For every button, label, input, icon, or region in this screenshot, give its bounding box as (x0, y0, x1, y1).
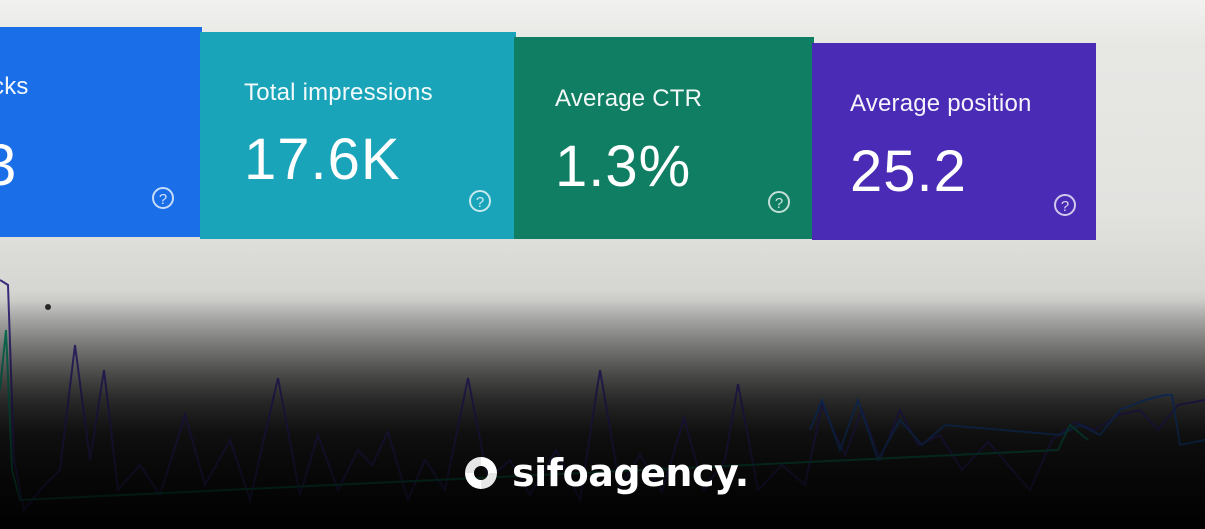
clicks-help-icon[interactable]: ? (152, 187, 174, 209)
impressions-help-icon[interactable]: ? (469, 190, 491, 212)
brand-name: sifoagency. (512, 451, 749, 495)
brand-logo: sifoagency. (460, 450, 749, 496)
metric-card-total-impressions[interactable]: Total impressions 17.6K ? (200, 32, 516, 239)
impressions-label: Total impressions (244, 79, 433, 106)
position-value: 25.2 (850, 139, 967, 204)
chart-dot (45, 304, 51, 310)
metric-card-average-position[interactable]: Average position 25.2 ? (812, 43, 1096, 240)
sifo-logo-icon (465, 457, 497, 489)
clicks-label: cks (0, 73, 29, 100)
impressions-value: 17.6K (244, 127, 401, 192)
metric-card-average-ctr[interactable]: Average CTR 1.3% ? (514, 37, 814, 239)
metric-card-clicks[interactable]: cks 3 ? (0, 27, 202, 237)
ctr-label: Average CTR (555, 85, 703, 112)
position-help-icon[interactable]: ? (1054, 194, 1076, 216)
ctr-value: 1.3% (555, 134, 692, 199)
position-label: Average position (850, 90, 1032, 117)
ctr-help-icon[interactable]: ? (768, 191, 790, 213)
clicks-value: 3 (0, 133, 18, 198)
